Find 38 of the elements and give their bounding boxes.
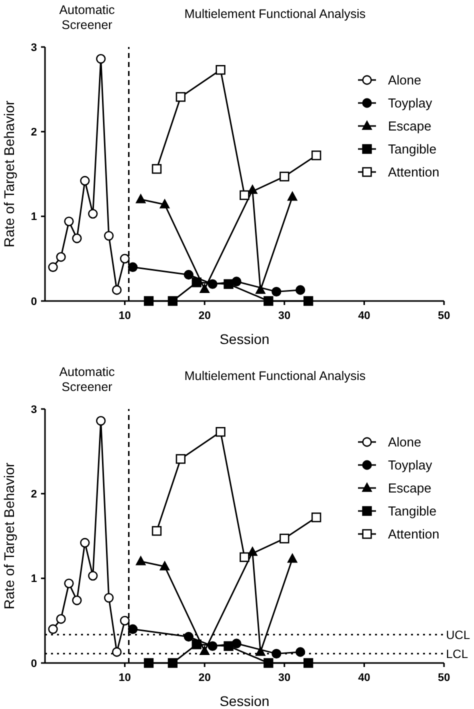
text: Multielement Functional Analysis: [184, 369, 366, 383]
x-tick-label: 40: [358, 672, 370, 684]
x-tick-label: 20: [198, 310, 211, 322]
text: Automatic Screener: [59, 3, 115, 32]
legend-label: Tangible: [388, 142, 436, 157]
y-tick-label: 3: [30, 404, 37, 416]
y-tick-label: 2: [30, 488, 37, 501]
x-tick-label: 20: [198, 672, 211, 684]
x-tick-label: 30: [278, 310, 291, 322]
x-tick-label: 50: [438, 672, 450, 684]
legend-label: Attention: [388, 526, 440, 542]
ref-line-label: UCL: [446, 628, 470, 642]
legend-label: Tangible: [388, 504, 436, 519]
y-tick-label: 0: [30, 296, 37, 308]
x-tick-label: 50: [438, 310, 450, 322]
legend-label: Alone: [388, 434, 422, 450]
x-tick-label: 40: [358, 310, 370, 322]
y-tick-label: 2: [30, 126, 37, 139]
ref-line-label: LCL: [446, 646, 468, 661]
x-tick-label: 30: [278, 672, 291, 684]
x-axis-title: Session: [220, 331, 270, 347]
y-tick-label: 1: [30, 573, 37, 586]
y-tick-label: 3: [30, 42, 37, 54]
x-axis-title: Session: [220, 693, 270, 709]
y-tick-label: 1: [30, 211, 37, 224]
legend-label: Alone: [388, 72, 422, 88]
text: Automatic Screener: [59, 365, 115, 394]
legend-label: Toyplay: [388, 96, 433, 111]
x-tick-label: 10: [118, 672, 131, 684]
y-axis-title: Rate of Target Behavior: [1, 100, 17, 248]
y-axis-title: Rate of Target Behavior: [1, 462, 17, 610]
text: Multielement Functional Analysis: [184, 7, 366, 21]
legend-label: Toyplay: [388, 458, 433, 473]
legend-label: Attention: [388, 164, 440, 180]
legend-label: Escape: [388, 118, 432, 134]
x-tick-label: 10: [118, 310, 131, 322]
legend-label: Escape: [388, 480, 432, 496]
y-tick-label: 0: [30, 658, 37, 670]
